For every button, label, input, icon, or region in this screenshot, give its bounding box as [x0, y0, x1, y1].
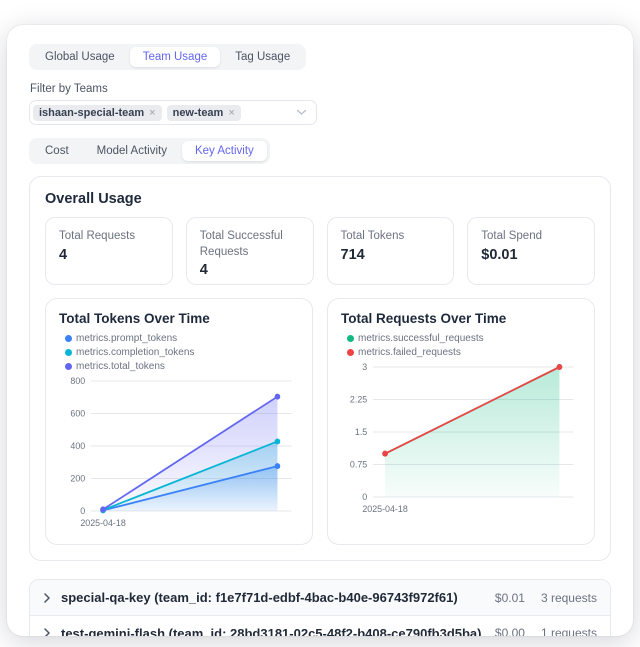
legend-label: metrics.successful_requests — [358, 333, 484, 344]
team-chip[interactable]: new-team × — [166, 104, 241, 121]
tokens-chart-card: Total Tokens Over Time metrics.prompt_to… — [45, 298, 313, 545]
stats-grid: Total Requests 4 Total Successful Reques… — [45, 217, 595, 285]
dashboard-window: Global Usage Team Usage Tag Usage Filter… — [7, 25, 633, 636]
chip-remove-icon[interactable]: × — [228, 106, 235, 119]
stat-value: $0.01 — [481, 246, 518, 263]
team-chip[interactable]: ishaan-special-team × — [33, 104, 162, 121]
team-multiselect[interactable]: ishaan-special-team × new-team × — [29, 100, 317, 125]
chevron-right-icon[interactable] — [43, 628, 51, 636]
tab-team-usage[interactable]: Team Usage — [129, 47, 221, 67]
svg-text:600: 600 — [70, 408, 85, 418]
legend-dot-icon — [65, 335, 72, 342]
legend-dot-icon — [65, 363, 72, 370]
key-request-count: 3 requests — [540, 590, 597, 605]
stat-value: 4 — [59, 246, 68, 263]
requests-chart-card: Total Requests Over Time metrics.success… — [327, 298, 595, 545]
legend-item: metrics.prompt_tokens — [65, 333, 177, 344]
legend-label: metrics.total_tokens — [76, 361, 165, 372]
svg-text:0: 0 — [80, 506, 85, 516]
legend-item: metrics.total_tokens — [65, 361, 165, 372]
stat-total-tokens: Total Tokens 714 — [326, 217, 455, 285]
svg-text:800: 800 — [70, 376, 85, 386]
key-name: test-gemini-flash (team_id: 28bd3181-02c… — [61, 625, 482, 637]
svg-text:3: 3 — [362, 362, 367, 372]
tab-cost[interactable]: Cost — [32, 141, 82, 161]
chevron-right-icon[interactable] — [43, 592, 51, 603]
svg-text:2025-04-18: 2025-04-18 — [362, 504, 407, 514]
key-row-special-qa-key[interactable]: special-qa-key (team_id: f1e7f71d-edbf-4… — [30, 580, 610, 615]
stat-label: Total Tokens — [340, 230, 405, 242]
legend-item: metrics.completion_tokens — [65, 347, 194, 358]
stat-value: 714 — [340, 246, 365, 263]
key-spend: $0.00 — [494, 626, 525, 636]
tab-tag-usage[interactable]: Tag Usage — [222, 47, 303, 67]
chevron-down-icon — [296, 109, 307, 116]
team-chip-label: ishaan-special-team — [39, 106, 145, 119]
overall-usage-card: Overall Usage Total Requests 4 Total Suc… — [29, 176, 611, 561]
usage-scope-tabs: Global Usage Team Usage Tag Usage — [29, 44, 307, 70]
legend-label: metrics.completion_tokens — [76, 347, 195, 358]
stat-value: 4 — [199, 262, 208, 279]
key-name: special-qa-key (team_id: f1e7f71d-edbf-4… — [61, 590, 458, 605]
tab-global-usage[interactable]: Global Usage — [32, 47, 128, 67]
requests-chart-legend: metrics.successful_requests metrics.fail… — [347, 333, 581, 358]
legend-label: metrics.prompt_tokens — [76, 333, 178, 344]
filter-by-teams-label: Filter by Teams — [30, 83, 108, 95]
stat-label: Total Requests — [59, 230, 136, 242]
legend-label: metrics.failed_requests — [358, 347, 461, 358]
stat-total-requests: Total Requests 4 — [45, 217, 173, 285]
tokens-chart: 0 200 400 600 800 2025-04-18 — [70, 376, 292, 528]
tab-model-activity[interactable]: Model Activity — [84, 141, 180, 161]
legend-item: metrics.failed_requests — [347, 347, 581, 358]
tokens-chart-legend: metrics.prompt_tokens metrics.completion… — [65, 333, 299, 372]
svg-text:0: 0 — [362, 492, 367, 502]
key-row-test-gemini-flash[interactable]: test-gemini-flash (team_id: 28bd3181-02c… — [30, 615, 610, 636]
requests-chart-title: Total Requests Over Time — [341, 311, 507, 326]
legend-dot-icon — [347, 335, 354, 342]
legend-item: metrics.successful_requests — [347, 333, 581, 344]
charts-grid: Total Tokens Over Time metrics.prompt_to… — [45, 298, 595, 545]
svg-text:0.75: 0.75 — [350, 459, 367, 469]
stat-total-successful-requests: Total Successful Requests 4 — [185, 217, 314, 285]
stat-label: Total Successful Requests — [199, 230, 283, 258]
requests-chart: 0 0.75 1.5 2.25 3 2025-04-18 — [350, 362, 574, 514]
legend-dot-icon — [347, 349, 354, 356]
activity-tabs: Cost Model Activity Key Activity — [29, 138, 270, 164]
svg-text:1.5: 1.5 — [355, 427, 367, 437]
stat-total-spend: Total Spend $0.01 — [467, 217, 595, 285]
svg-text:2.25: 2.25 — [350, 394, 367, 404]
team-chip-label: new-team — [172, 106, 224, 119]
svg-text:2025-04-18: 2025-04-18 — [80, 518, 125, 528]
legend-dot-icon — [65, 349, 72, 356]
svg-text:200: 200 — [70, 473, 85, 483]
tab-key-activity[interactable]: Key Activity — [181, 141, 267, 161]
tokens-chart-title: Total Tokens Over Time — [59, 311, 210, 326]
stat-label: Total Spend — [481, 230, 542, 242]
key-request-count: 1 requests — [540, 626, 597, 636]
key-list: special-qa-key (team_id: f1e7f71d-edbf-4… — [29, 579, 611, 636]
chip-remove-icon[interactable]: × — [149, 106, 156, 119]
overall-usage-title: Overall Usage — [45, 191, 142, 207]
key-spend: $0.01 — [494, 590, 525, 605]
svg-text:400: 400 — [70, 441, 85, 451]
